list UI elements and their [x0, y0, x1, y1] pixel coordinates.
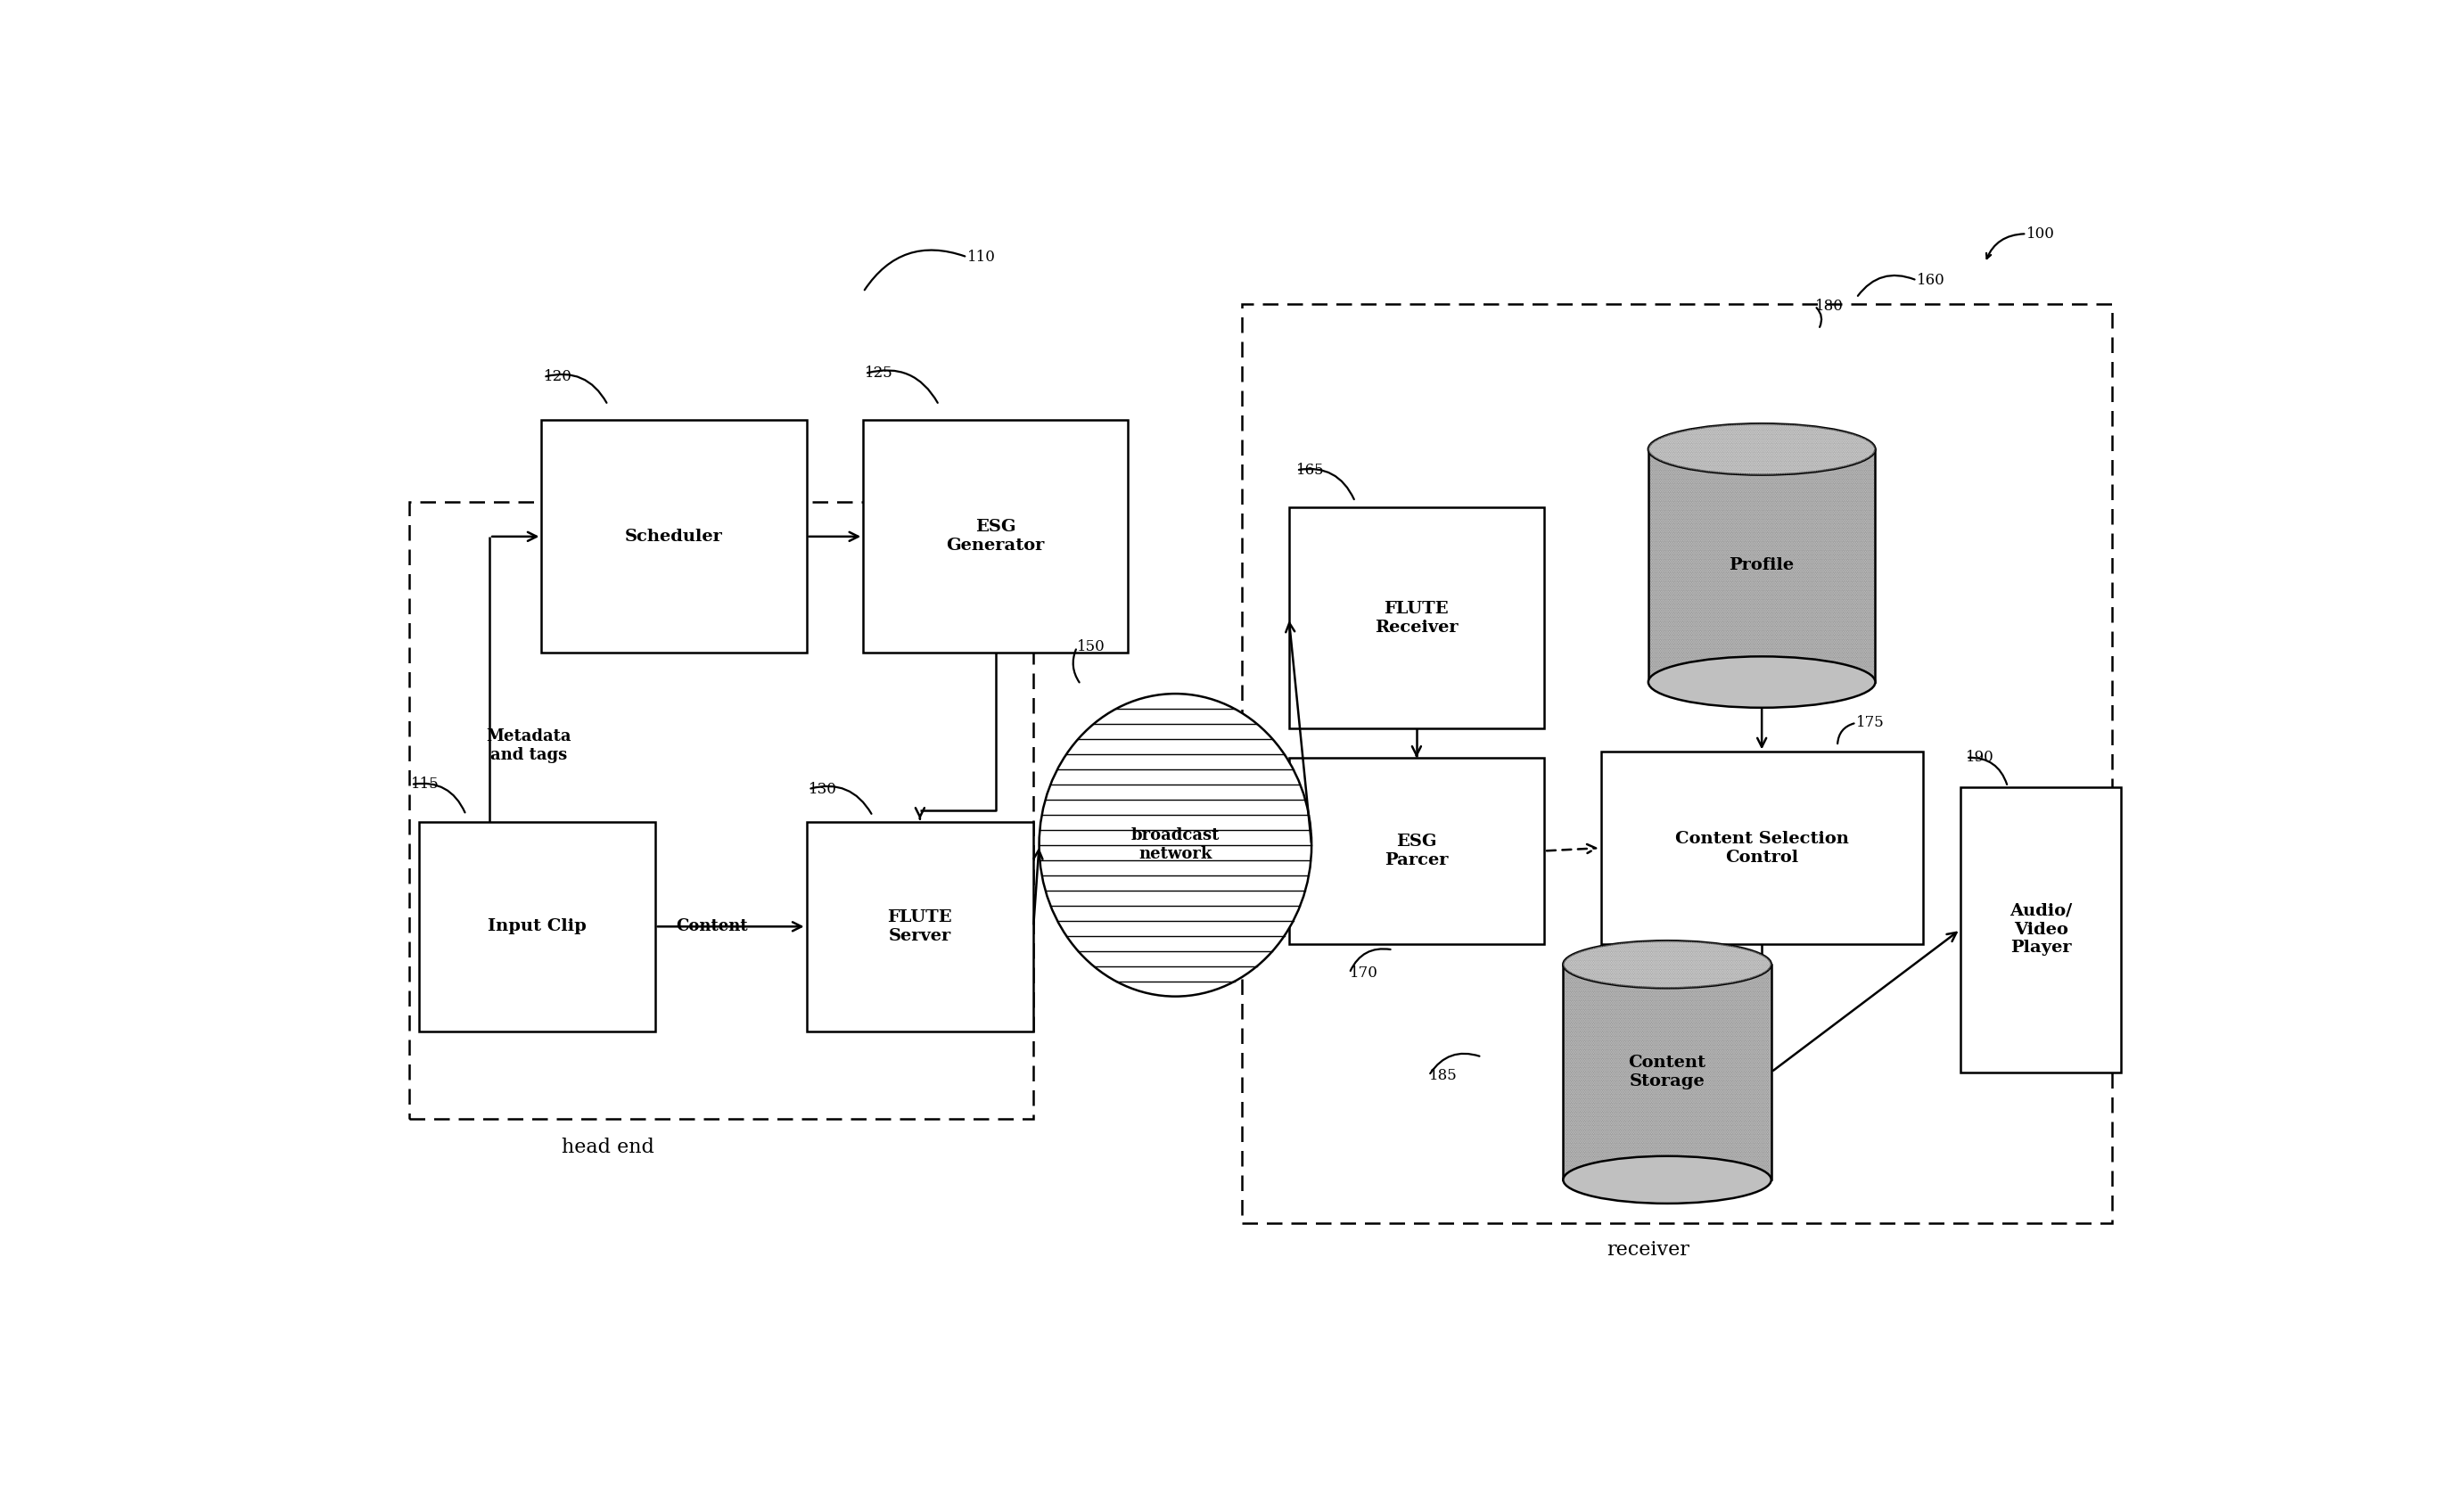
Ellipse shape: [1648, 423, 1875, 475]
Text: Content Selection
Control: Content Selection Control: [1675, 830, 1848, 865]
Text: 160: 160: [1916, 272, 1945, 287]
Text: 150: 150: [1076, 640, 1106, 655]
Bar: [1648, 449, 1875, 682]
Bar: [420, 823, 654, 1031]
Bar: [1601, 751, 1924, 943]
Bar: [1960, 786, 2121, 1072]
Text: 115: 115: [410, 777, 439, 792]
Text: 185: 185: [1428, 1067, 1457, 1083]
Bar: [806, 823, 1033, 1031]
Ellipse shape: [1562, 940, 1772, 987]
Text: Content: Content: [676, 918, 747, 934]
Text: Input Clip: Input Clip: [488, 918, 586, 934]
Ellipse shape: [1562, 1157, 1772, 1204]
Text: Audio/
Video
Player: Audio/ Video Player: [2009, 903, 2072, 956]
Bar: [1289, 758, 1545, 943]
Text: 120: 120: [544, 369, 571, 384]
Bar: [1289, 508, 1545, 729]
Bar: [542, 420, 806, 653]
Text: head end: head end: [561, 1139, 654, 1158]
Text: 100: 100: [2026, 227, 2055, 242]
Text: 180: 180: [1814, 298, 1843, 313]
Bar: [864, 420, 1128, 653]
Bar: [1242, 304, 2111, 1223]
Bar: [1648, 449, 1875, 682]
Text: 125: 125: [864, 366, 893, 381]
Bar: [410, 502, 1033, 1119]
Text: broadcast
network: broadcast network: [1130, 827, 1220, 862]
Text: receiver: receiver: [1606, 1240, 1689, 1259]
Text: ESG
Parcer: ESG Parcer: [1384, 833, 1448, 868]
Text: ESG
Generator: ESG Generator: [947, 519, 1045, 553]
Bar: [1562, 965, 1772, 1179]
Text: 130: 130: [808, 782, 837, 797]
Text: Content
Storage: Content Storage: [1628, 1055, 1706, 1089]
Text: 190: 190: [1965, 750, 1994, 765]
Text: 170: 170: [1350, 966, 1377, 981]
Text: 165: 165: [1296, 463, 1325, 478]
Text: 175: 175: [1855, 715, 1884, 730]
Text: Profile: Profile: [1728, 558, 1794, 573]
Text: Scheduler: Scheduler: [625, 529, 723, 544]
Text: 110: 110: [967, 249, 996, 265]
Ellipse shape: [1040, 694, 1311, 996]
Text: FLUTE
Server: FLUTE Server: [889, 909, 952, 943]
Text: Metadata
and tags: Metadata and tags: [486, 729, 571, 764]
Text: FLUTE
Receiver: FLUTE Receiver: [1374, 600, 1457, 635]
Ellipse shape: [1648, 656, 1875, 708]
Bar: [1562, 965, 1772, 1179]
